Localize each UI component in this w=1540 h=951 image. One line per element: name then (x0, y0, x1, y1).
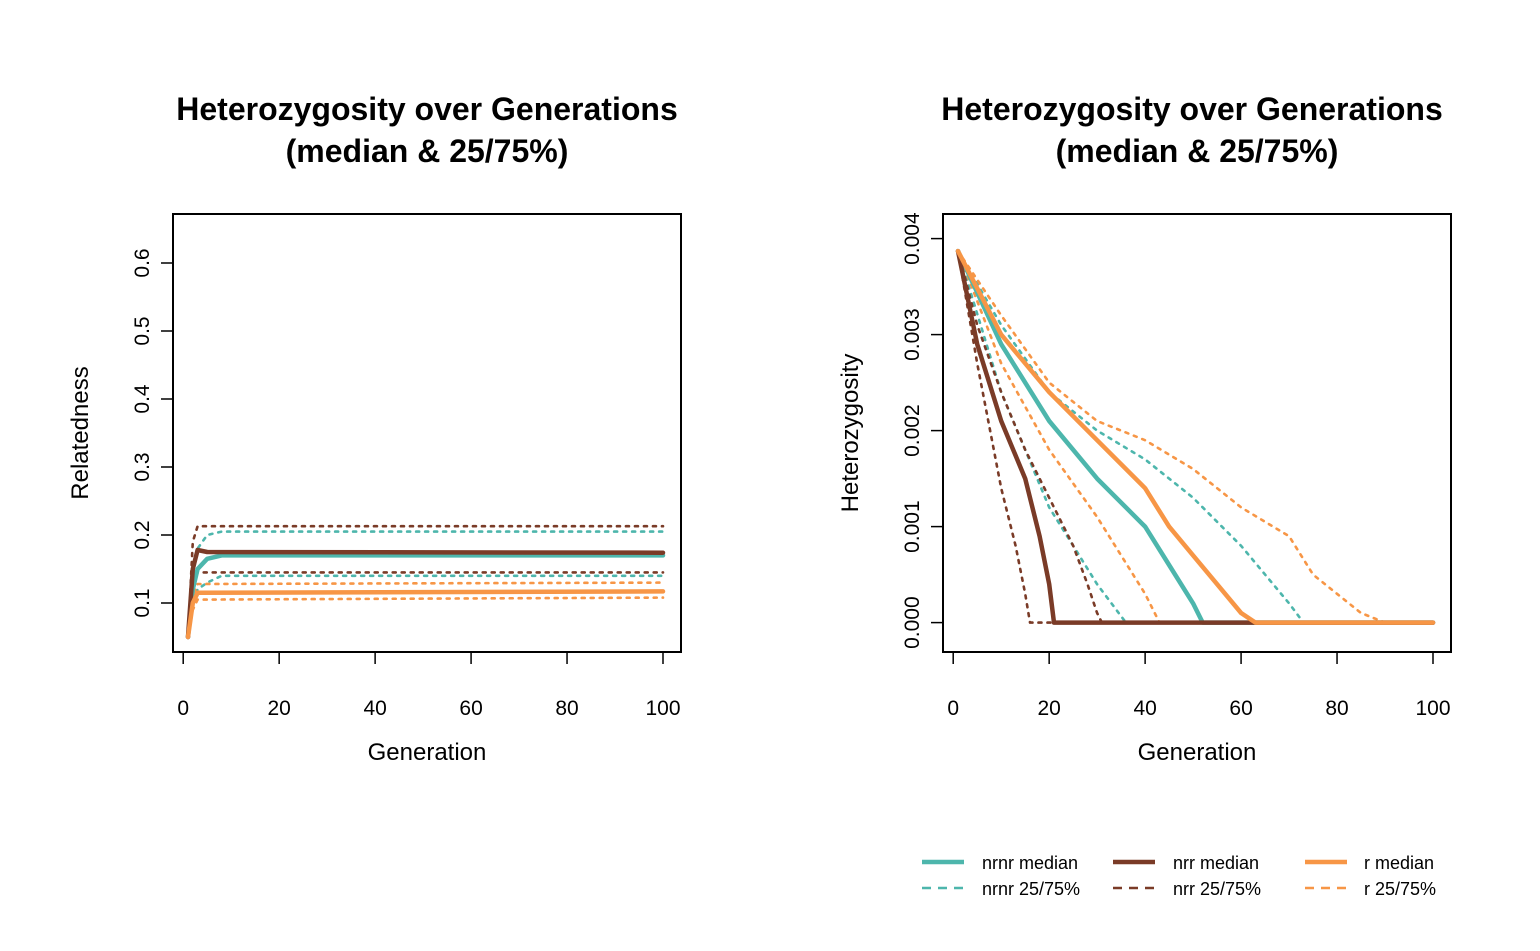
series-line-nrnr-25-75- (186, 574, 665, 639)
legend-label: nrr 25/75% (1173, 879, 1261, 899)
y-tick-label: 0.004 (901, 212, 924, 265)
legend-label: r median (1364, 853, 1434, 873)
y-tick-label: 0.3 (131, 452, 154, 481)
series-line-nrnr-median (955, 248, 1436, 625)
series-line-nrr-median (955, 248, 1436, 625)
y-tick-label: 0.5 (131, 316, 154, 345)
y-tick-label: 0.6 (131, 248, 154, 277)
x-tick-label: 0 (947, 697, 959, 720)
x-tick-label: 100 (1415, 697, 1450, 720)
series-line-r-25-75- (956, 249, 1435, 624)
series-layer (955, 248, 1436, 625)
legend-item: nrnr median (922, 853, 1078, 873)
legend-item: r median (1305, 853, 1434, 873)
panel-heterozygosity: Heterozygosity over Generations (median … (837, 91, 1452, 766)
x-tick-label: 20 (1037, 697, 1060, 720)
y-axis-label: Heterozygosity (837, 354, 864, 513)
chart-title: Heterozygosity over Generations (941, 91, 1442, 127)
x-axis: 0 20 40 60 80 100 (947, 651, 1451, 720)
plot-frame (172, 213, 682, 653)
chart-title: Heterozygosity over Generations (176, 91, 677, 127)
x-tick-label: 80 (555, 697, 578, 720)
series-line-nrr-25-75- (956, 249, 1435, 624)
x-tick-label: 20 (267, 697, 290, 720)
y-tick-label: 0.000 (901, 596, 924, 649)
legend-label: r 25/75% (1364, 879, 1436, 899)
legend-item: r 25/75% (1305, 879, 1436, 899)
y-tick-label: 0.4 (131, 384, 154, 414)
y-tick-label: 0.2 (131, 520, 154, 549)
panel-relatedness: Heterozygosity over Generations (median … (67, 91, 682, 766)
x-tick-label: 100 (645, 697, 680, 720)
legend-label: nrnr median (982, 853, 1078, 873)
legend-item: nrnr 25/75% (922, 879, 1080, 899)
x-tick-label: 60 (1229, 697, 1252, 720)
series-line-nrr-25-75- (956, 249, 1435, 624)
legend-label: nrr median (1173, 853, 1259, 873)
series-line-nrr-25-75- (186, 524, 665, 639)
x-axis-label: Generation (368, 739, 487, 766)
y-tick-label: 0.001 (901, 500, 924, 553)
chart-subtitle: (median & 25/75%) (286, 133, 569, 169)
series-layer (185, 524, 666, 640)
series-line-r-median (185, 589, 666, 640)
x-tick-label: 40 (1133, 697, 1156, 720)
y-tick-label: 0.1 (131, 588, 154, 617)
x-axis-label: Generation (1138, 739, 1257, 766)
x-axis: 0 20 40 60 80 100 (177, 651, 681, 720)
series-line-r-25-75- (956, 249, 1435, 624)
series-line-nrnr-25-75- (956, 249, 1435, 624)
y-axis: 0.000 0.001 0.002 0.003 0.004 (901, 212, 944, 649)
legend-item: nrr median (1113, 853, 1259, 873)
chart-subtitle: (median & 25/75%) (1056, 133, 1339, 169)
y-tick-label: 0.003 (901, 308, 924, 361)
legend-item: nrr 25/75% (1113, 879, 1261, 899)
y-tick-label: 0.002 (901, 404, 924, 457)
x-tick-label: 80 (1325, 697, 1348, 720)
series-line-nrnr-median (185, 553, 666, 640)
series-line-r-25-75- (186, 596, 665, 639)
series-line-r-median (955, 248, 1436, 625)
series-line-nrnr-25-75- (956, 249, 1435, 624)
x-tick-label: 0 (177, 697, 189, 720)
series-line-nrr-median (185, 547, 666, 640)
legend: nrnr median nrnr 25/75% nrr median nrr 2… (922, 853, 1436, 899)
y-axis: 0.1 0.2 0.3 0.4 0.5 0.6 (131, 248, 174, 618)
x-tick-label: 40 (363, 697, 386, 720)
y-axis-label: Relatedness (67, 366, 94, 499)
x-tick-label: 60 (459, 697, 482, 720)
legend-label: nrnr 25/75% (982, 879, 1080, 899)
